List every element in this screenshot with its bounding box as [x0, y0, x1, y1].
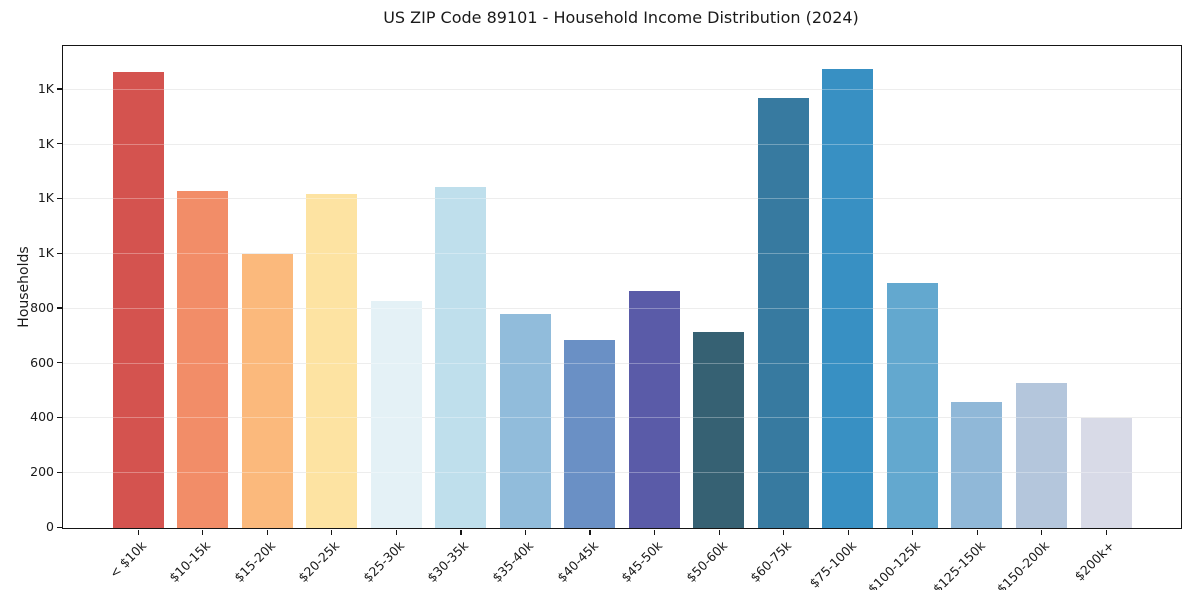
- bar: [1015, 382, 1067, 528]
- x-tick-mark: [976, 529, 978, 535]
- x-tick-mark: [589, 529, 591, 535]
- gridline: [63, 253, 1181, 255]
- gridline: [63, 472, 1181, 474]
- gridline-overlay: [63, 88, 1181, 90]
- y-tick-label: 200: [30, 464, 54, 480]
- bar: [306, 193, 358, 528]
- x-tick-label: $25-30k: [359, 538, 408, 586]
- bar: [177, 191, 229, 528]
- gridline-overlay: [63, 417, 1181, 419]
- gridline: [63, 88, 1181, 90]
- y-axis-label: Households: [16, 246, 32, 328]
- bar: [499, 314, 551, 528]
- bar: [564, 340, 616, 528]
- y-tick-label: 1K: [37, 80, 54, 96]
- y-tick-label: 600: [30, 354, 54, 370]
- x-tick-label: $10-15k: [166, 538, 214, 586]
- y-tick-mark: [57, 307, 62, 309]
- gridline-overlay: [63, 362, 1181, 364]
- x-tick-mark: [266, 529, 268, 535]
- x-tick-label: $100-125k: [865, 538, 924, 590]
- x-tick-mark: [653, 529, 656, 535]
- x-tick-label: < $10k: [106, 538, 149, 581]
- bar: [112, 72, 164, 528]
- gridline: [63, 143, 1181, 145]
- y-tick-mark: [57, 362, 62, 364]
- y-tick-mark: [57, 88, 62, 90]
- x-tick-mark: [331, 529, 333, 535]
- gridline: [63, 307, 1181, 309]
- gridline: [63, 417, 1181, 419]
- x-tick-mark: [202, 529, 204, 535]
- x-tick-label: $20-25k: [295, 538, 343, 586]
- gridline: [63, 198, 1181, 200]
- y-tick-label: 0: [46, 519, 54, 534]
- bar: [951, 402, 1003, 528]
- x-tick-mark: [1041, 529, 1043, 535]
- y-tick-mark: [57, 143, 62, 145]
- grid-layer: [63, 46, 1181, 528]
- y-tick-label: 400: [30, 409, 54, 425]
- x-tick-mark: [524, 529, 527, 535]
- x-tick-mark: [718, 529, 720, 535]
- x-tick-label: $125-150k: [929, 538, 988, 590]
- gridline-overlay: [63, 253, 1181, 255]
- bar: [693, 332, 745, 528]
- plot-area: [62, 45, 1182, 529]
- y-tick-mark: [57, 252, 62, 254]
- bar: [241, 254, 293, 528]
- x-tick-label: $30-35k: [424, 538, 472, 586]
- x-tick-label: $40-45k: [553, 538, 601, 586]
- bar: [886, 282, 938, 528]
- x-tick-label: $200k+: [1071, 538, 1117, 584]
- x-tick-label: $60-75k: [747, 538, 795, 586]
- y-tick-mark: [57, 471, 62, 473]
- gridline: [63, 362, 1181, 364]
- y-tick-mark: [57, 526, 62, 528]
- bars-layer: [63, 46, 1181, 528]
- x-tick-label: $50-60k: [682, 538, 730, 586]
- gridline-overlay: [63, 143, 1181, 145]
- x-tick-label: $75-100k: [806, 538, 859, 590]
- x-tick-label: $150-200k: [994, 538, 1053, 590]
- y-tick-label: 1K: [37, 245, 54, 261]
- x-tick-mark: [1105, 529, 1107, 535]
- x-tick-mark: [395, 529, 398, 535]
- gridline-overlay: [63, 198, 1181, 200]
- x-tick-mark: [912, 529, 914, 535]
- gridline-overlay: [63, 307, 1181, 309]
- y-tick-mark: [57, 197, 62, 200]
- bar: [435, 187, 487, 528]
- x-tick-mark: [460, 529, 462, 535]
- x-tick-mark: [847, 529, 849, 535]
- y-tick-mark: [57, 416, 62, 419]
- grid-overlay-layer: [63, 46, 1181, 528]
- bar: [628, 291, 680, 528]
- y-tick-label: 1K: [37, 135, 54, 151]
- bar: [1080, 418, 1132, 528]
- bar: [757, 98, 809, 528]
- gridline-overlay: [63, 472, 1181, 474]
- bar: [370, 300, 422, 528]
- y-tick-label: 800: [30, 299, 54, 315]
- x-tick-mark: [137, 529, 139, 535]
- chart-title: US ZIP Code 89101 - Household Income Dis…: [383, 8, 859, 27]
- x-tick-label: $35-40k: [489, 538, 537, 586]
- x-tick-label: $15-20k: [230, 538, 278, 586]
- x-tick-mark: [783, 529, 785, 535]
- y-tick-label: 1K: [37, 190, 54, 206]
- x-tick-label: $45-50k: [618, 538, 666, 586]
- bar: [822, 69, 874, 528]
